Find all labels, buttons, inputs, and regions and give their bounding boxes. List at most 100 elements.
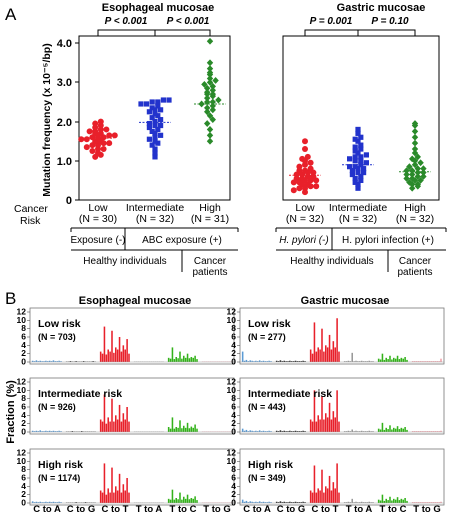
spectrum-bar	[372, 431, 374, 432]
group-risk-label: Intermediate	[329, 202, 388, 214]
spectrum-bar	[298, 431, 301, 432]
data-point	[155, 126, 161, 133]
spectrum-bar	[357, 361, 359, 362]
data-point	[149, 128, 155, 134]
spectrum-bar	[35, 430, 38, 432]
spectrum-bar	[58, 360, 60, 362]
spectrum-bar	[294, 501, 297, 503]
spectrum-bar	[425, 502, 427, 503]
spectrum-bar	[245, 500, 248, 503]
spectrum-bar	[347, 430, 350, 432]
spectrum-bar	[192, 427, 194, 432]
spectrum-bar	[385, 427, 387, 432]
risk-label: High risk	[38, 459, 83, 471]
spectrum-bar	[391, 500, 393, 503]
spectrum-frame	[29, 448, 235, 506]
spectrum-bar	[334, 488, 336, 503]
spectrum-bar	[75, 502, 77, 503]
spectrum-bar	[440, 430, 442, 432]
spectrum-bar	[298, 502, 301, 503]
spectrum-bar	[321, 469, 323, 503]
spectrum-bar	[304, 502, 306, 503]
spectrum-bar	[48, 430, 51, 432]
spectrum-bar	[343, 431, 346, 432]
spectrum-bar	[47, 361, 49, 362]
spectrum-bar	[304, 361, 306, 362]
spectrum-bar	[330, 349, 333, 362]
spectrum-bar	[419, 431, 421, 432]
spectrum-bar	[124, 349, 126, 362]
spectrum-bar	[404, 498, 406, 503]
spectrum-bar	[364, 431, 367, 432]
spectrum-bar	[402, 499, 404, 503]
data-point	[209, 106, 216, 114]
data-point	[411, 128, 419, 135]
y-tick-label: 4	[21, 340, 26, 350]
spectrum-bar	[128, 353, 130, 362]
spectrum-bar	[345, 361, 348, 362]
data-point	[358, 134, 364, 140]
spectrum-bar	[194, 496, 196, 503]
spectrum-bar	[313, 465, 316, 503]
data-point	[155, 103, 161, 109]
spectrum-bar	[394, 358, 397, 362]
spectrum-bar	[188, 428, 191, 432]
spectrum-bar	[321, 328, 323, 362]
gastric-category-brackets	[275, 227, 447, 272]
spectrum-bar	[315, 421, 318, 432]
gastric-cancer-patients-line2: patients	[397, 267, 432, 278]
spectrum-bar	[181, 499, 183, 503]
esophageal-healthy-individuals: Healthy individuals	[83, 256, 166, 267]
spectrum-bar	[417, 502, 420, 503]
spectrum-bar	[99, 490, 102, 503]
spectrum-bar	[52, 360, 55, 362]
sample-count-label: (N = 349)	[248, 473, 286, 483]
panel-a-label: A	[5, 5, 17, 24]
risk-label: Low risk	[38, 318, 81, 330]
spectrum-bar	[434, 431, 437, 432]
spectrum-bar	[440, 501, 442, 503]
spectrum-bar	[336, 390, 338, 432]
spectrum-bar	[438, 361, 440, 362]
spectrum-bar	[436, 502, 438, 503]
spectrum-bar	[50, 502, 53, 503]
spectrum-bar	[268, 501, 270, 503]
spectrum-bar	[285, 502, 287, 503]
spectrum-bar	[355, 501, 357, 503]
spectrum-bar	[421, 502, 423, 503]
esophageal-cancer-patients-line2: patients	[192, 267, 227, 278]
mutation-class-labels: C to A C to G C to T T to A T to C T to G	[33, 504, 231, 515]
data-point	[204, 84, 211, 92]
spectrum-bar	[113, 421, 115, 432]
spectrum-bar	[56, 431, 58, 432]
data-point	[106, 132, 113, 139]
spectrum-bar	[260, 361, 263, 362]
spectrum-bar	[257, 502, 259, 503]
spectrum-bar	[124, 419, 126, 432]
spectrum-bar	[99, 351, 102, 362]
spectrum-bar	[427, 502, 429, 503]
spectrum-bar	[411, 361, 414, 362]
spectrum-bar	[190, 357, 193, 362]
spectrum-bar	[183, 496, 185, 503]
spectrum-bar	[362, 431, 365, 432]
data-point	[206, 79, 214, 86]
data-point	[146, 120, 152, 127]
spectrum-bar	[60, 502, 62, 503]
data-point	[149, 105, 155, 111]
spectrum-bar	[186, 422, 189, 432]
spectrum-bar	[175, 357, 177, 362]
y-tick-label: 0	[66, 195, 72, 207]
spectrum-bar	[294, 430, 297, 432]
spectrum-bar	[270, 361, 272, 362]
spectrum-bar	[315, 492, 318, 503]
mutation-class-label: C to A	[243, 504, 271, 515]
spectrum-bar	[421, 431, 423, 432]
spectrum-bar	[351, 352, 353, 362]
spectrum-bar	[279, 501, 282, 503]
y-tick-label: 10	[227, 385, 237, 395]
spectrum-bar	[287, 431, 289, 432]
spectrum-bar	[317, 415, 319, 432]
data-point	[352, 154, 358, 160]
